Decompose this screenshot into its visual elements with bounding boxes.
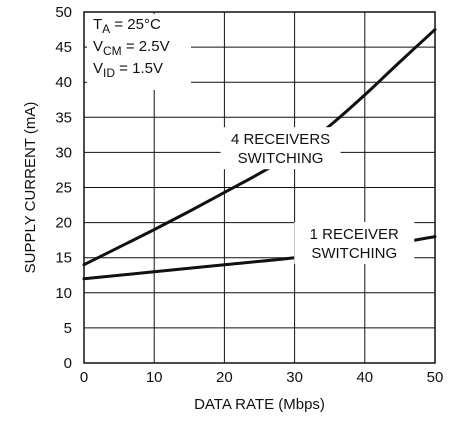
x-tick-label: 10	[146, 369, 163, 386]
y-tick-label: 35	[55, 109, 72, 126]
y-axis-title: SUPPLY CURRENT (mA)	[22, 102, 39, 274]
label-4-receivers-bg	[220, 127, 341, 170]
x-tick-label: 0	[80, 369, 88, 386]
x-tick-label: 40	[356, 369, 373, 386]
y-tick-label: 5	[64, 320, 72, 337]
x-tick-label: 30	[286, 369, 303, 386]
x-axis-title: DATA RATE (Mbps)	[194, 396, 325, 413]
y-tick-label: 10	[55, 285, 72, 302]
y-tick-label: 50	[55, 4, 72, 21]
label-1-receiver-bg	[294, 221, 415, 264]
annotations: 4 RECEIVERS SWITCHING 1 RECEIVER SWITCHING T…	[87, 14, 415, 264]
y-tick-label: 45	[55, 39, 72, 56]
conditions-bg	[87, 14, 191, 90]
condition-text: VCM = 2.5V	[93, 38, 170, 58]
label-4-receivers: 4 RECEIVERS	[231, 131, 330, 148]
condition-text: VID = 1.5V	[93, 60, 163, 80]
y-tick-label: 30	[55, 144, 72, 161]
y-tick-label: 15	[55, 250, 72, 267]
tick-labels: 0 10 20 30 40 50 0 5 10 15 20 25 30 35 40 45 50	[55, 4, 443, 386]
series-4-receivers-line	[82, 28, 437, 267]
label-1-receiver: SWITCHING	[311, 245, 397, 262]
x-tick-label: 20	[216, 369, 233, 386]
label-4-receivers: SWITCHING	[238, 150, 324, 167]
label-1-receiver: 1 RECEIVER	[310, 226, 399, 243]
y-tick-label: 25	[55, 180, 72, 197]
x-tick-label: 50	[427, 369, 444, 386]
y-tick-label: 0	[64, 355, 72, 372]
y-tick-label: 20	[55, 215, 72, 232]
y-tick-label: 40	[55, 74, 72, 91]
condition-text: TA = 25°C	[93, 16, 161, 36]
plot-frame	[83, 11, 436, 364]
